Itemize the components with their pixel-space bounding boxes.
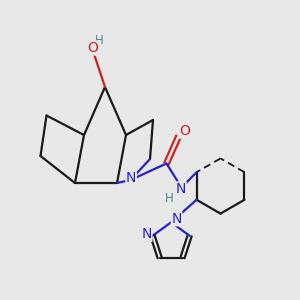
Text: N: N (176, 182, 186, 196)
Text: N: N (126, 172, 136, 185)
Text: O: O (180, 124, 190, 138)
Text: O: O (88, 41, 98, 55)
Text: N: N (171, 212, 182, 226)
Text: N: N (141, 227, 152, 241)
Text: H: H (95, 34, 104, 47)
Text: H: H (164, 191, 173, 205)
